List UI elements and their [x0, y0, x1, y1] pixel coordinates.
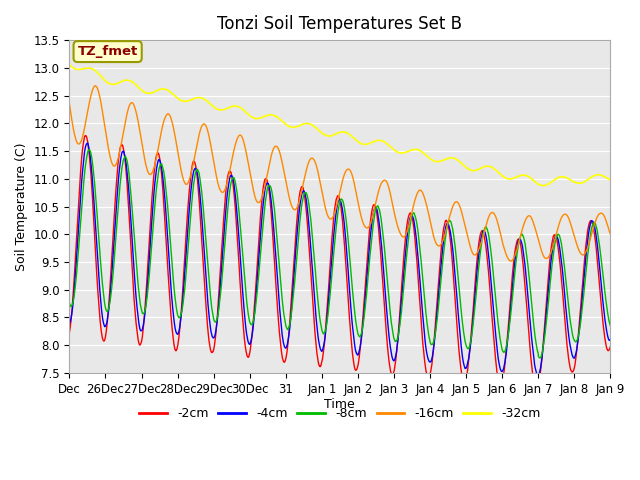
-8cm [635, 254, 640, 260]
-32cm [564, 176, 572, 181]
-16cm [507, 258, 515, 264]
-16cm [65, 101, 73, 107]
-4cm [124, 171, 131, 177]
-4cm [565, 333, 573, 338]
-32cm [123, 77, 131, 83]
-32cm [634, 170, 640, 176]
Line: -8cm: -8cm [69, 150, 640, 358]
Line: -32cm: -32cm [69, 65, 640, 186]
Line: -2cm: -2cm [69, 135, 640, 390]
-4cm [248, 334, 255, 340]
-2cm [81, 132, 89, 138]
-4cm [635, 276, 640, 282]
Legend: -2cm, -4cm, -8cm, -16cm, -32cm: -2cm, -4cm, -8cm, -16cm, -32cm [134, 402, 545, 425]
-16cm [532, 229, 540, 235]
-8cm [124, 159, 131, 165]
-2cm [124, 184, 131, 190]
-8cm [248, 322, 255, 327]
-4cm [65, 320, 73, 326]
-2cm [393, 347, 401, 353]
-8cm [393, 337, 401, 343]
-16cm [393, 220, 401, 226]
-8cm [565, 304, 573, 310]
-2cm [65, 330, 73, 336]
X-axis label: Time: Time [324, 398, 355, 411]
Line: -16cm: -16cm [69, 86, 640, 261]
-2cm [248, 336, 255, 341]
-32cm [393, 149, 401, 155]
-16cm [635, 210, 640, 216]
Text: TZ_fmet: TZ_fmet [77, 45, 138, 58]
Y-axis label: Soil Temperature (C): Soil Temperature (C) [15, 142, 28, 271]
-8cm [65, 300, 73, 306]
-2cm [532, 387, 540, 393]
-8cm [536, 355, 544, 361]
-16cm [248, 179, 255, 185]
-2cm [565, 357, 573, 362]
-16cm [124, 110, 131, 116]
-16cm [565, 216, 573, 221]
-8cm [532, 339, 540, 345]
-16cm [92, 83, 99, 89]
-32cm [248, 114, 255, 120]
Line: -4cm: -4cm [69, 143, 640, 375]
-32cm [532, 180, 540, 185]
-32cm [540, 183, 547, 189]
-2cm [635, 297, 640, 302]
-32cm [65, 62, 73, 68]
-8cm [85, 147, 93, 153]
-4cm [84, 140, 92, 146]
Title: Tonzi Soil Temperatures Set B: Tonzi Soil Temperatures Set B [218, 15, 462, 33]
-4cm [534, 372, 541, 378]
-4cm [532, 368, 540, 374]
-2cm [532, 387, 540, 393]
-4cm [393, 346, 401, 352]
